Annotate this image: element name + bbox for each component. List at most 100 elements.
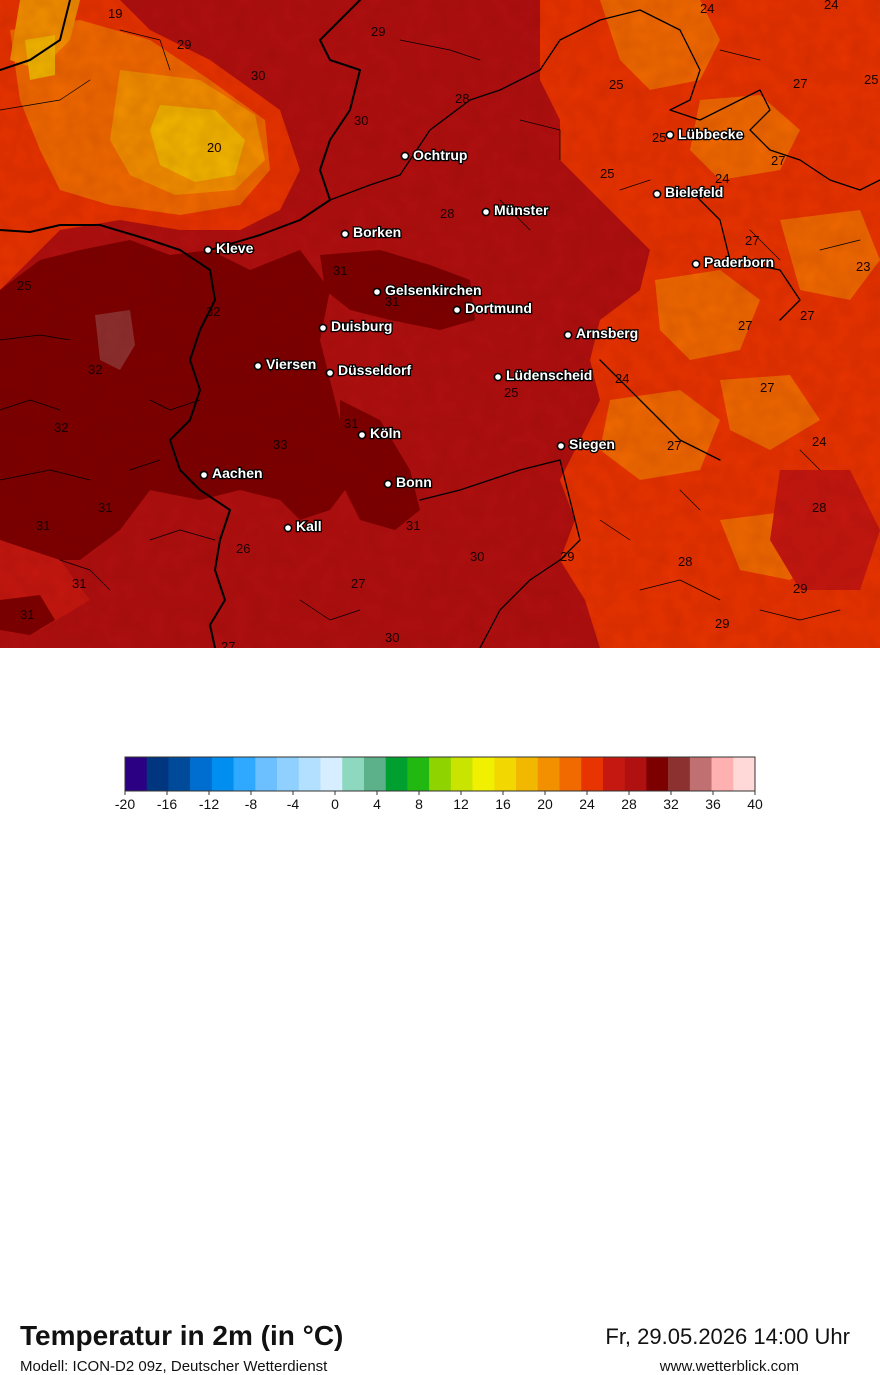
temp-label: 30 — [251, 68, 265, 83]
city-marker-arnsberg[interactable]: Arnsberg — [563, 324, 640, 342]
legend-tick-label: 24 — [579, 796, 595, 812]
city-dot — [563, 330, 573, 340]
temp-label: 30 — [354, 113, 368, 128]
legend-swatch — [733, 757, 756, 791]
legend-swatch — [320, 757, 343, 791]
legend-tick-labels: -20 -16 -12 -8 -4 0 4 8 12 16 20 24 28 32 36 40 — [115, 791, 763, 812]
city-marker-dortmund[interactable]: Dortmund — [452, 299, 533, 317]
temp-label: 29 — [793, 581, 807, 596]
temp-label: 31 — [406, 518, 420, 533]
legend-tick-label: 40 — [747, 796, 763, 812]
legend-tick-label: 36 — [705, 796, 721, 812]
legend-tick-label: 12 — [453, 796, 469, 812]
city-dot — [325, 368, 335, 378]
legend-tick-label: 4 — [373, 796, 381, 812]
temp-label: 27 — [745, 233, 759, 248]
city-marker-muenster[interactable]: Münster — [481, 201, 550, 219]
temp-label: 27 — [351, 576, 365, 591]
temp-label: 27 — [793, 76, 807, 91]
city-marker-bonn[interactable]: Bonn — [383, 473, 433, 491]
city-dot — [283, 523, 293, 533]
temp-label: 29 — [715, 616, 729, 631]
legend-swatch — [255, 757, 278, 791]
legend-swatch — [168, 757, 191, 791]
legend-swatch — [559, 757, 582, 791]
city-dot — [383, 479, 393, 489]
temperature-map: 19 29 29 30 24 24 25 27 25 28 30 25 20 2… — [0, 0, 880, 648]
temp-label: 29 — [560, 549, 574, 564]
city-marker-aachen[interactable]: Aachen — [199, 464, 264, 482]
temp-label: 24 — [700, 1, 714, 16]
temp-label: 29 — [177, 37, 191, 52]
legend-tick-label: -20 — [115, 796, 135, 812]
district-border — [0, 29, 861, 621]
legend-swatch — [711, 757, 734, 791]
legend-swatch — [385, 757, 408, 791]
city-label: Bielefeld — [665, 184, 723, 200]
temp-label: 25 — [609, 77, 623, 92]
city-label: Ochtrup — [413, 147, 467, 163]
temp-label: 33 — [273, 437, 287, 452]
city-marker-luebbecke[interactable]: Lübbecke — [665, 125, 745, 143]
temperature-labels: 19 29 29 30 24 24 25 27 25 28 30 25 20 2… — [17, 0, 878, 648]
city-label: Paderborn — [704, 254, 774, 270]
website-link[interactable]: www.wetterblick.com — [659, 1358, 799, 1375]
city-label: Bonn — [396, 474, 432, 490]
legend-swatch — [668, 757, 691, 791]
city-marker-siegen[interactable]: Siegen — [556, 435, 616, 453]
city-label: Dortmund — [465, 300, 532, 316]
legend-tick-label: -8 — [245, 796, 258, 812]
temp-label: 24 — [812, 434, 826, 449]
city-marker-kall[interactable]: Kall — [283, 517, 323, 535]
city-marker-kleve[interactable]: Kleve — [203, 239, 255, 257]
city-marker-borken[interactable]: Borken — [340, 223, 403, 241]
city-marker-gelsenkirchen[interactable]: Gelsenkirchen — [372, 281, 483, 299]
city-label: Aachen — [212, 465, 263, 481]
legend-tick-label: -12 — [199, 796, 219, 812]
temp-label: 28 — [678, 554, 692, 569]
borders — [0, 0, 880, 648]
city-dot — [372, 287, 382, 297]
city-dot — [340, 229, 350, 239]
temp-label: 20 — [207, 140, 221, 155]
legend-tick-label: 32 — [663, 796, 679, 812]
legend-swatches — [125, 757, 756, 791]
color-legend: -20 -16 -12 -8 -4 0 4 8 12 16 20 24 28 32 36 40 — [115, 756, 763, 812]
temp-label: 23 — [856, 259, 870, 274]
temp-label: 27 — [667, 438, 681, 453]
city-label: Arnsberg — [576, 325, 638, 341]
city-dot — [556, 441, 566, 451]
temp-label: 32 — [206, 304, 220, 319]
temp-label: 27 — [800, 308, 814, 323]
temp-label: 31 — [344, 416, 358, 431]
temp-label: 25 — [600, 166, 614, 181]
city-marker-ochtrup[interactable]: Ochtrup — [400, 146, 469, 164]
city-marker-duesseldorf[interactable]: Düsseldorf — [325, 361, 413, 379]
legend-swatch — [472, 757, 495, 791]
temp-label: 32 — [88, 362, 102, 377]
temp-label: 25 — [17, 278, 31, 293]
city-dot — [652, 189, 662, 199]
city-dot — [199, 470, 209, 480]
city-marker-duisburg[interactable]: Duisburg — [318, 317, 394, 335]
legend-swatch — [494, 757, 517, 791]
legend-swatch — [146, 757, 169, 791]
city-dot — [452, 305, 462, 315]
city-markers: Ochtrup Lübbecke Bielefeld Münster Borke… — [199, 125, 775, 535]
temp-label: 31 — [36, 518, 50, 533]
city-dot — [318, 323, 328, 333]
city-label: Kall — [296, 518, 322, 534]
city-dot — [400, 151, 410, 161]
city-marker-koeln[interactable]: Köln — [357, 424, 402, 442]
city-marker-viersen[interactable]: Viersen — [253, 355, 318, 373]
city-marker-luedenscheid[interactable]: Lüdenscheid — [493, 366, 594, 384]
legend-swatch — [581, 757, 604, 791]
temp-label: 31 — [385, 294, 399, 309]
legend-swatch — [342, 757, 365, 791]
legend-swatch — [646, 757, 669, 791]
city-label: Viersen — [266, 356, 316, 372]
city-marker-bielefeld[interactable]: Bielefeld — [652, 183, 725, 201]
temp-label: 30 — [470, 549, 484, 564]
city-marker-paderborn[interactable]: Paderborn — [691, 253, 775, 271]
map-title: Temperatur in 2m (in °C) — [20, 1320, 344, 1351]
